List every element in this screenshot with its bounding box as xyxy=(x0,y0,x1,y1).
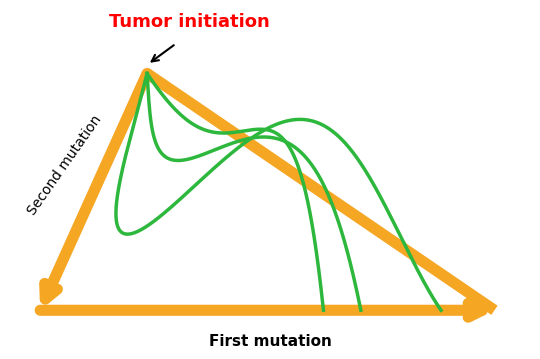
Text: First mutation: First mutation xyxy=(208,334,332,349)
Text: Second mutation: Second mutation xyxy=(24,113,104,218)
Text: Tumor initiation: Tumor initiation xyxy=(110,13,270,31)
